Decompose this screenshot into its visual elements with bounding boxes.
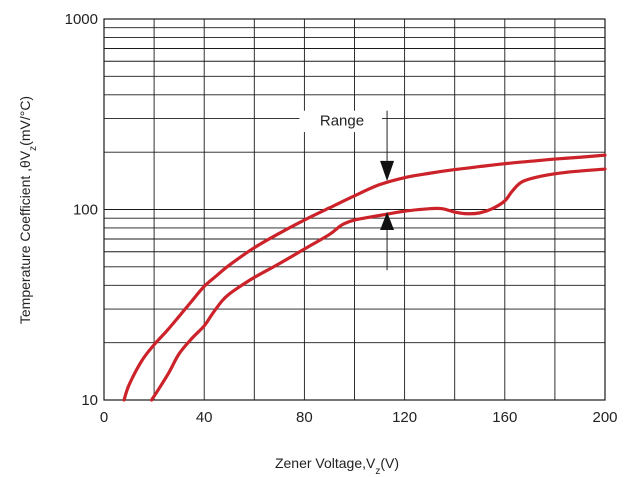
x-tick-label: 0 — [100, 409, 108, 426]
x-tick-label: 200 — [592, 409, 617, 426]
range-arrow-bottom-head — [380, 212, 395, 231]
x-tick-label: 80 — [296, 409, 313, 426]
series-line-2 — [149, 167, 607, 402]
range-label-background — [299, 110, 383, 133]
tick-labels: 0 40 80 120 160 200 10 100 1000 — [65, 11, 618, 426]
x-axis-label: Zener Voltage,Vz(V) — [275, 455, 399, 477]
grid-lines — [104, 19, 605, 400]
x-tick-label: 120 — [392, 409, 417, 426]
x-tick-label: 160 — [492, 409, 517, 426]
y-axis-label: Temperature Coefficient ,θVz(mV/°C) — [17, 96, 39, 324]
y-tick-label: 10 — [81, 392, 98, 409]
range-label: Range — [320, 112, 364, 129]
series-line-1 — [122, 153, 607, 402]
y-tick-label: 100 — [73, 202, 98, 219]
y-tick-label: 1000 — [65, 11, 98, 28]
x-tick-label: 40 — [196, 409, 213, 426]
range-arrow-top-head — [380, 160, 395, 182]
plot-border — [103, 18, 606, 401]
series-curves — [122, 153, 607, 402]
plot-frame — [103, 18, 606, 401]
range-annotation: Range — [299, 110, 395, 271]
